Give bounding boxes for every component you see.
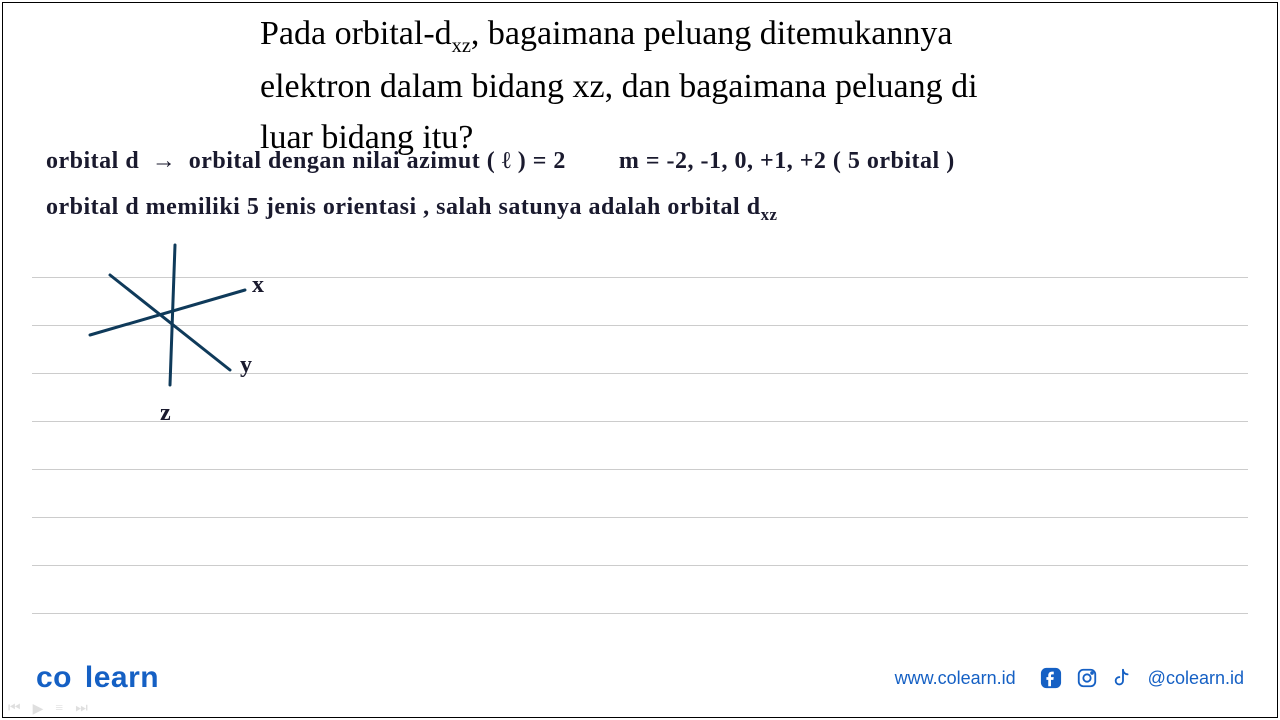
brand-logo: co learn: [36, 661, 159, 695]
facebook-icon[interactable]: [1040, 667, 1062, 689]
question-line1-pre: Pada orbital-d: [260, 15, 452, 52]
handwritten-line-1: orbital d → orbital dengan nilai azimut …: [46, 148, 955, 175]
player-play-icon[interactable]: ▶: [33, 701, 44, 718]
tiktok-icon[interactable]: [1112, 667, 1134, 689]
arrow-icon: →: [152, 148, 177, 175]
handwritten-line-2: orbital d memiliki 5 jenis orientasi , s…: [46, 194, 777, 225]
question-line2: elektron dalam bidang xz, dan bagaimana …: [260, 68, 978, 105]
brand-co: co: [36, 661, 72, 694]
player-list-icon[interactable]: ≡: [55, 701, 63, 718]
axis-sketch: x y z: [60, 240, 300, 440]
footer-bar: co learn www.colearn.id @colearn.id: [0, 654, 1280, 702]
instagram-icon[interactable]: [1076, 667, 1098, 689]
question-line1-post: , bagaimana peluang ditemukannya: [471, 15, 953, 52]
player-controls: ⏮ ▶ ≡ ⏭: [8, 701, 88, 718]
footer-right: www.colearn.id @colearn.id: [895, 667, 1244, 689]
player-fwd-icon[interactable]: ⏭: [75, 701, 88, 718]
question-subscript: xz: [452, 35, 471, 57]
x-axis-line: [90, 290, 245, 335]
hw2-text: orbital d memiliki 5 jenis orientasi , s…: [46, 194, 761, 220]
x-axis-label: x: [252, 272, 264, 299]
hw1-part2: orbital dengan nilai azimut ( ℓ ) = 2: [189, 148, 566, 174]
hw1-part3: m = -2, -1, 0, +1, +2 ( 5 orbital ): [619, 148, 955, 174]
hw2-sub: xz: [761, 205, 778, 224]
z-axis-line: [170, 245, 175, 385]
footer-url[interactable]: www.colearn.id: [895, 668, 1016, 689]
z-axis-label: z: [160, 400, 171, 427]
question-text: Pada orbital-dxz, bagaimana peluang dite…: [260, 8, 1160, 163]
hw1-part1: orbital d: [46, 148, 139, 174]
brand-learn: learn: [85, 661, 159, 694]
y-axis-label: y: [240, 352, 252, 379]
player-back-icon[interactable]: ⏮: [8, 701, 21, 718]
social-handle[interactable]: @colearn.id: [1148, 668, 1244, 689]
